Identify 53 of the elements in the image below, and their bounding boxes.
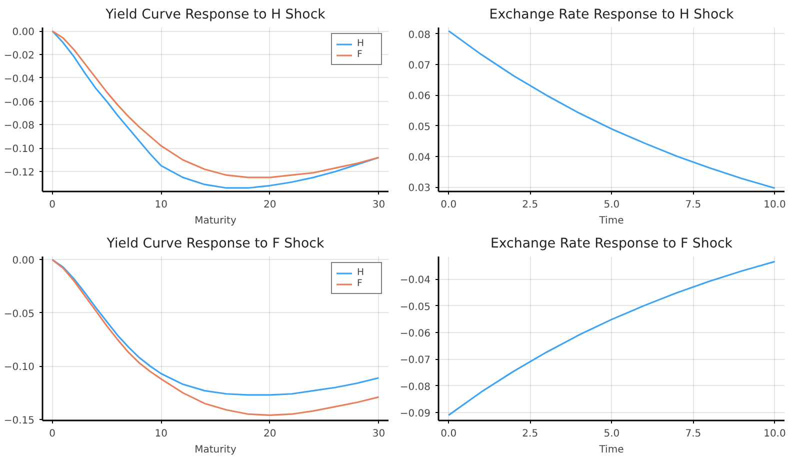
x-tick-label: 20: [264, 428, 276, 440]
y-tick-label: 0.00: [12, 27, 34, 38]
x-axis-title: Time: [598, 444, 624, 456]
y-tick-label: −0.02: [4, 50, 35, 62]
y-tick-label: −0.10: [4, 144, 35, 156]
x-tick-label: 0.0: [440, 428, 457, 440]
y-tick-label: −0.09: [400, 408, 431, 420]
x-tick-label: 2.5: [522, 428, 538, 440]
y-tick-label: −0.04: [400, 275, 431, 286]
y-tick-label: −0.15: [4, 415, 35, 426]
y-tick-label: 0.05: [408, 122, 430, 133]
y-tick-label: −0.12: [4, 168, 35, 179]
x-tick-label: 20: [264, 200, 276, 210]
y-tick-label: −0.05: [400, 302, 431, 313]
y-tick-label: 0.03: [408, 183, 430, 194]
legend-label: H: [357, 267, 366, 278]
y-tick-label: −0.08: [400, 382, 431, 393]
x-tick-label: 5.0: [604, 428, 620, 440]
y-tick-label: 0.07: [408, 60, 430, 72]
chart-title: Exchange Rate Response to H Shock: [489, 8, 734, 22]
x-tick-label: 5.0: [604, 200, 620, 210]
x-tick-label: 0.0: [440, 200, 457, 210]
x-tick-label: 30: [372, 428, 386, 440]
legend-label: H: [357, 38, 366, 49]
y-tick-label: −0.06: [400, 328, 431, 340]
y-tick-label: −0.10: [4, 362, 35, 374]
y-tick-label: −0.05: [4, 308, 35, 320]
x-tick-label: 0: [49, 200, 56, 210]
legend-label: F: [357, 49, 364, 60]
x-tick-label: 2.5: [522, 200, 538, 210]
chart-title: Exchange Rate Response to F Shock: [490, 236, 733, 252]
x-axis-title: Time: [598, 216, 624, 226]
y-tick-label: 0.04: [408, 152, 430, 164]
y-tick-label: −0.07: [400, 355, 431, 366]
x-tick-label: 30: [372, 200, 386, 210]
y-tick-label: −0.08: [4, 120, 35, 132]
x-tick-label: 0: [49, 428, 56, 440]
x-tick-label: 10: [154, 428, 168, 440]
x-axis-title: Maturity: [194, 216, 236, 226]
x-tick-label: 10.0: [764, 200, 786, 210]
x-tick-label: 10.0: [764, 428, 786, 440]
legend-label: F: [357, 278, 364, 289]
y-tick-label: 0.00: [12, 256, 34, 267]
x-tick-label: 7.5: [685, 200, 702, 210]
y-tick-label: 0.08: [408, 30, 430, 41]
chart-title: Yield Curve Response to F Shock: [106, 236, 324, 252]
chart-title: Yield Curve Response to H Shock: [104, 8, 326, 22]
x-tick-label: 7.5: [685, 428, 702, 440]
x-axis-title: Maturity: [194, 444, 236, 456]
y-tick-label: −0.04: [4, 74, 35, 85]
y-tick-label: −0.06: [4, 97, 35, 108]
y-tick-label: 0.06: [408, 91, 430, 102]
x-tick-label: 10: [154, 200, 168, 210]
